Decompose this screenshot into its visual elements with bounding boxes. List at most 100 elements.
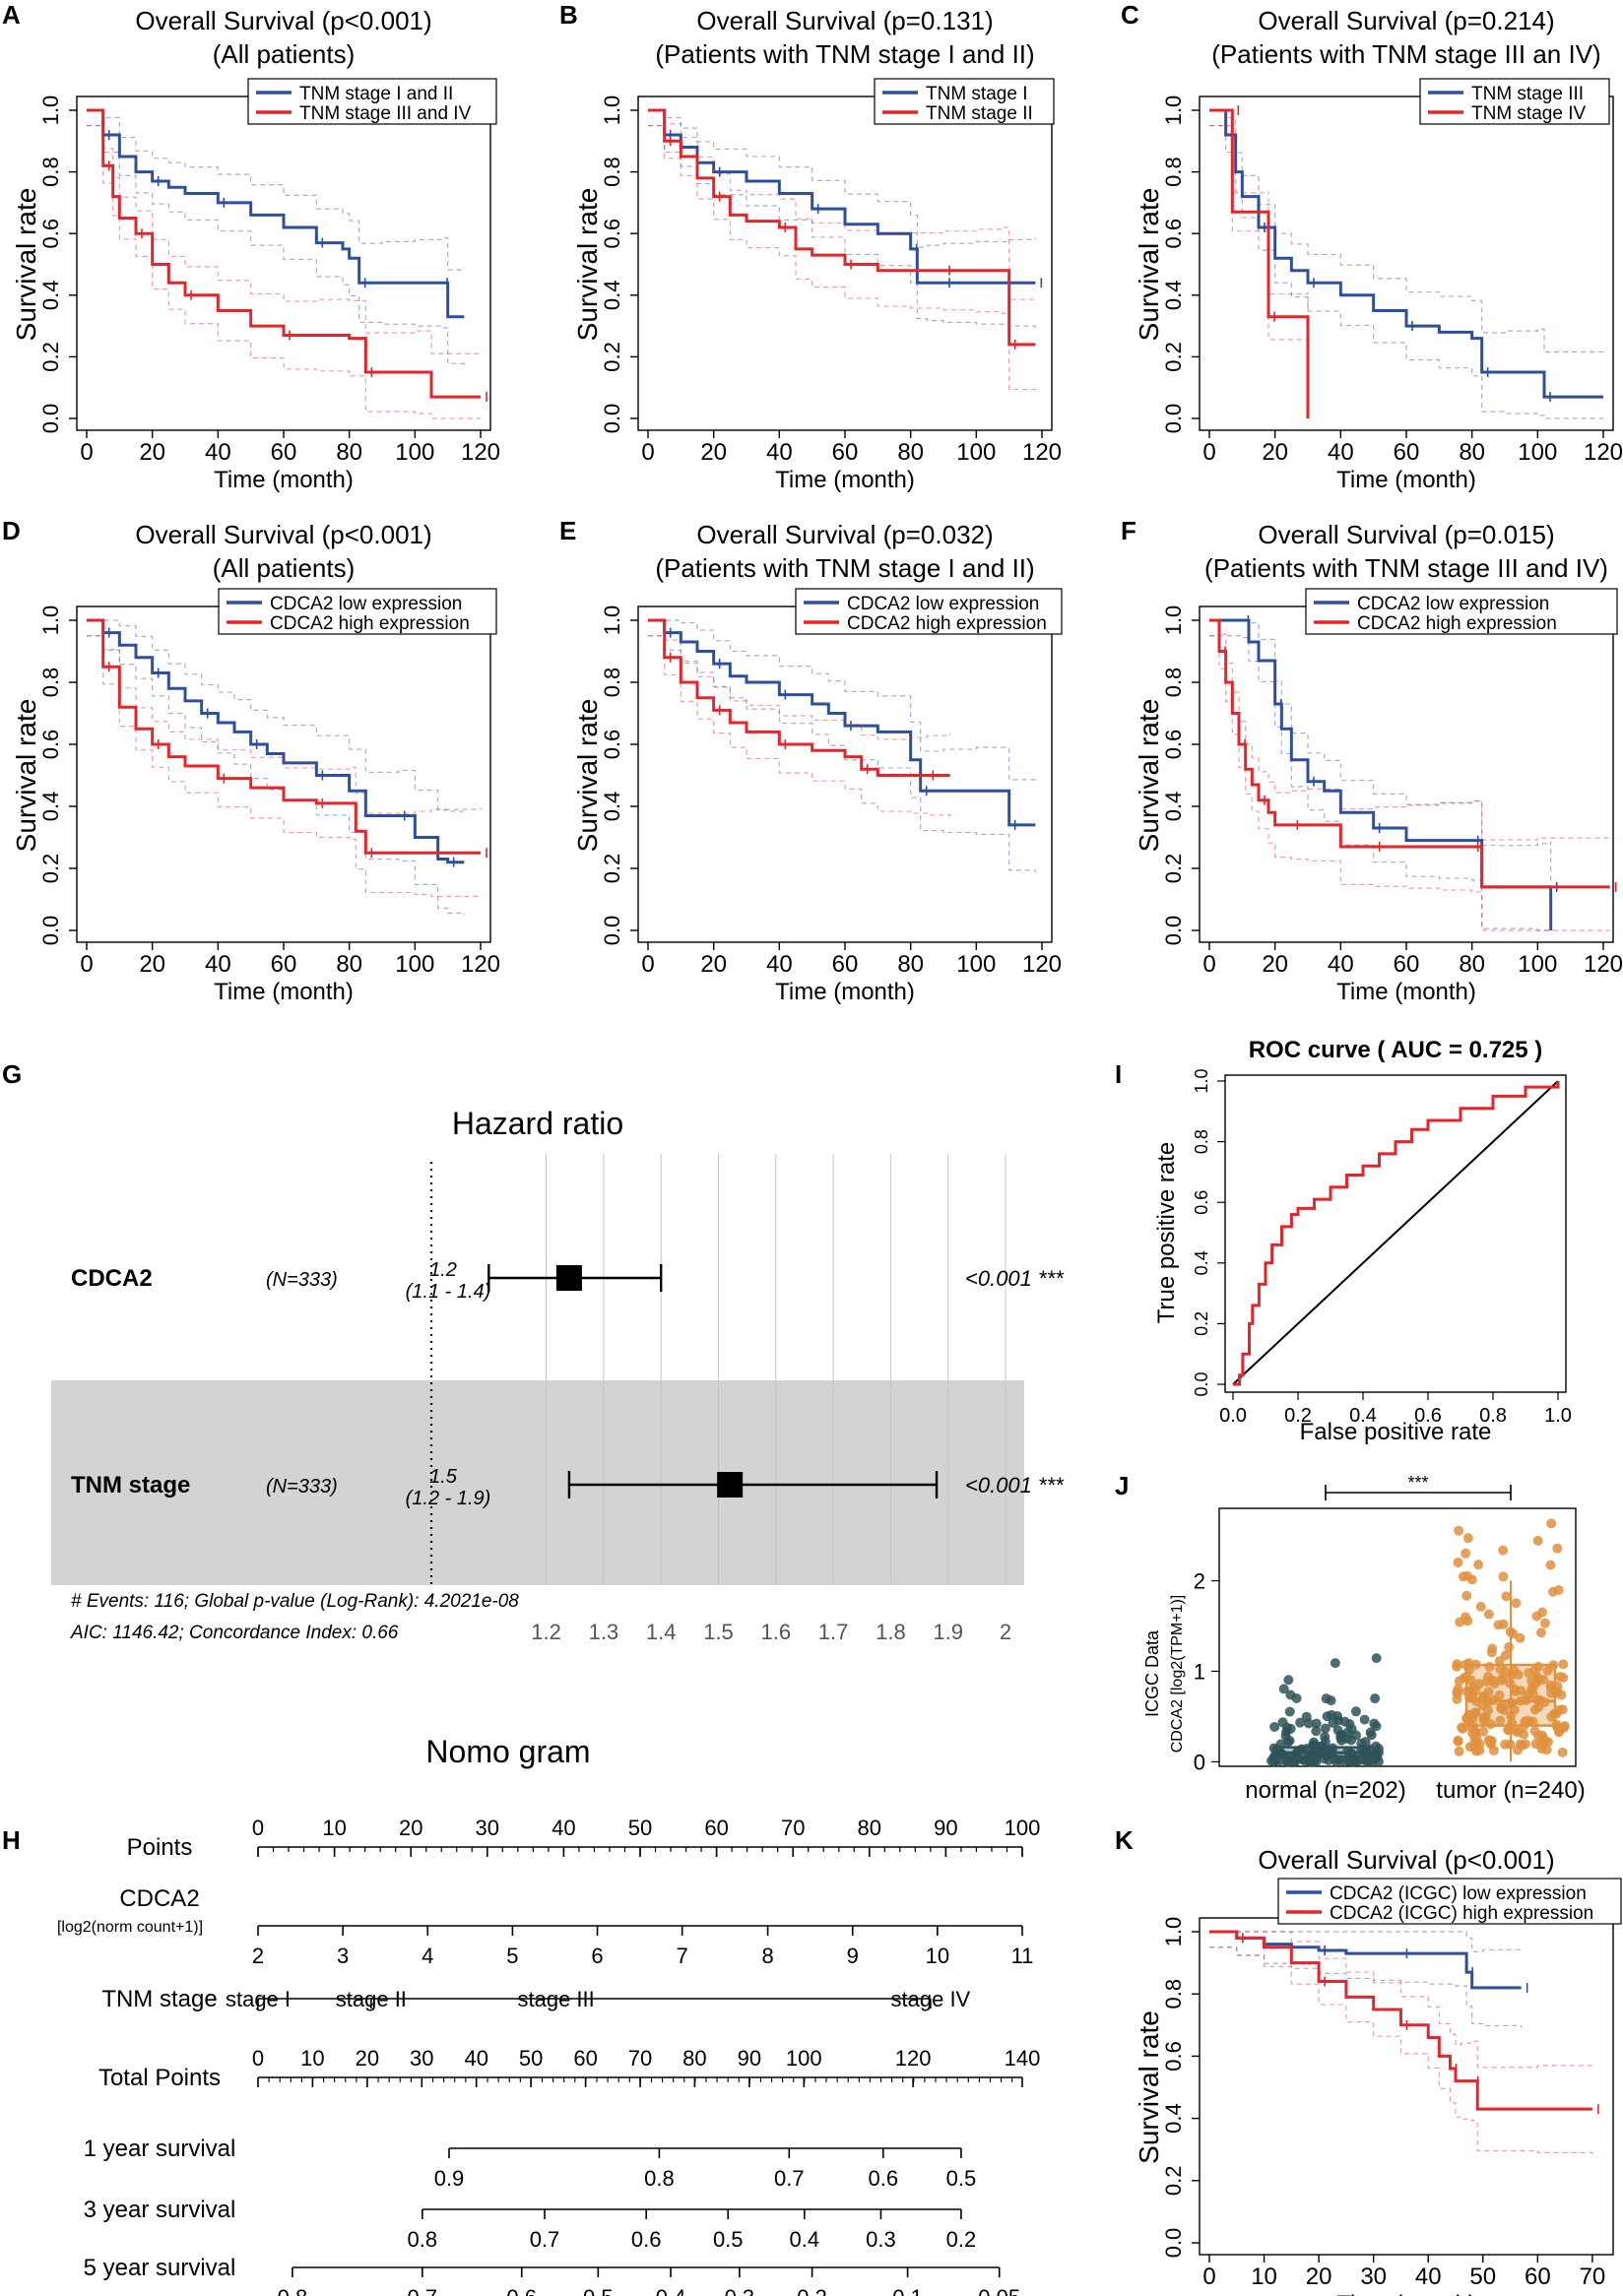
panel-letter-G: G — [2, 1059, 22, 1089]
x-tick-label: 100 — [395, 439, 434, 466]
legend-label: TNM stage IV — [1471, 103, 1586, 124]
panel-letter-K: K — [1115, 1825, 1134, 1855]
scale-tick-label: 0.3 — [866, 2227, 896, 2252]
panel-letter-D: D — [2, 516, 21, 545]
data-point — [1335, 1733, 1346, 1744]
scale-tick-label: 0.8 — [278, 2285, 308, 2296]
chart-title: Overall Survival (p=0.015) — [1258, 520, 1554, 549]
x-tick-label: 80 — [336, 951, 362, 978]
y-axis-label: Survival rate — [1134, 188, 1164, 342]
ci-upper-line — [87, 619, 465, 812]
ci-upper-line — [648, 619, 1036, 781]
y-tick-label: 0.4 — [1161, 2103, 1186, 2134]
legend-box — [1419, 78, 1610, 125]
data-point — [1281, 1756, 1292, 1767]
panel-letter-A: A — [2, 0, 21, 30]
scale-tick-label: 40 — [464, 2046, 487, 2071]
y-tick-label: 0.6 — [1161, 730, 1186, 760]
panel-C: Overall Survival (p=0.214) (Patients with… — [1134, 6, 1623, 493]
scale-tick-label: 20 — [356, 2046, 379, 2071]
scale-tick-label: stage II — [336, 1987, 407, 2011]
ci-lower-line — [1209, 1946, 1593, 2155]
panel-letter-I: I — [1115, 1059, 1122, 1089]
scale-tick-label: 5 — [506, 1944, 518, 1968]
data-point — [1356, 1738, 1367, 1749]
panel-letter-H: H — [2, 1825, 21, 1855]
survival-curve-2 — [87, 618, 481, 855]
data-point — [1366, 1730, 1377, 1741]
data-point — [1529, 1704, 1540, 1715]
x-tick-label: 20 — [700, 951, 727, 978]
x-tick-label: 80 — [1459, 951, 1485, 978]
data-point — [1359, 1714, 1370, 1725]
ci-upper-line — [87, 109, 482, 354]
scale-label: Points — [127, 1834, 193, 1861]
data-point — [1498, 1571, 1509, 1582]
data-point — [1557, 1747, 1568, 1757]
data-point — [1536, 1607, 1547, 1618]
scale-tick-label: 10 — [322, 1816, 346, 1840]
scale-tick-label: 120 — [895, 2046, 932, 2071]
data-point — [1532, 1731, 1543, 1742]
data-point — [1453, 1736, 1463, 1747]
ci-lower-line — [87, 125, 481, 419]
y-tick-label: 0.0 — [38, 916, 63, 946]
data-point — [1369, 1718, 1380, 1729]
scale-tick-label: 4 — [422, 1944, 433, 1968]
scale-tick-label: 0.5 — [713, 2227, 744, 2252]
y-tick-label: 0.6 — [38, 730, 63, 760]
scale-tick-label: 0.05 — [978, 2285, 1020, 2296]
data-point — [1494, 1656, 1505, 1667]
scale-label: TNM stage — [101, 1986, 217, 2012]
legend-label: TNM stage I and II — [299, 84, 453, 104]
y-tick-label: 0.4 — [600, 281, 624, 311]
ci-label: (1.2 - 1.9) — [406, 1488, 491, 1509]
x-axis-label: Time (month) — [1336, 979, 1476, 1005]
chart-title: Overall Survival (p=0.214) — [1258, 6, 1554, 35]
scale-tick-label: 100 — [786, 2046, 822, 2071]
y-axis-label: True positive rate — [1153, 1142, 1180, 1324]
ci-lower-line — [648, 635, 1036, 872]
x-axis-label: False positive rate — [1300, 1419, 1492, 1445]
x-tick-label: 80 — [897, 439, 924, 466]
data-point — [1371, 1741, 1382, 1752]
scale-tick-label: 100 — [1005, 1816, 1041, 1840]
scale-tick-label: stage I — [226, 1987, 291, 2011]
x-tick-label: 120 — [461, 439, 500, 466]
x-tick-label: 0.2 — [1284, 1405, 1312, 1427]
hr-label: 1.5 — [429, 1466, 458, 1488]
ci-upper-line — [1209, 1931, 1593, 2069]
x-tick-label: 100 — [395, 951, 434, 978]
chart-title: Hazard ratio — [452, 1106, 623, 1141]
scale-tick-label: 0.4 — [790, 2227, 820, 2252]
scale-label: CDCA2 — [119, 1885, 199, 1912]
data-point — [1461, 1590, 1472, 1601]
data-point — [1547, 1586, 1558, 1597]
x-tick-label: 0.4 — [1349, 1405, 1377, 1427]
scale-tick-label: 0.6 — [868, 2166, 898, 2191]
data-point — [1332, 1725, 1343, 1736]
scale-tick-label: 0.6 — [631, 2227, 662, 2252]
x-axis-label: Time (month) — [1336, 467, 1476, 493]
scale-tick-label: 80 — [858, 1816, 881, 1840]
survival-curve-2 — [1209, 618, 1610, 889]
diagonal-line — [1232, 1080, 1559, 1385]
footnote: AIC: 1146.42; Concordance Index: 0.66 — [70, 1623, 399, 1643]
x-tick-label: 1.5 — [703, 1620, 734, 1644]
x-tick-label: 1.4 — [646, 1620, 677, 1644]
scale-tick-label: 2 — [252, 1944, 264, 1968]
data-point — [1489, 1679, 1500, 1690]
scale-tick-label: 10 — [926, 1944, 949, 1968]
y-tick-label: 0.2 — [38, 854, 63, 884]
x-tick-label: 40 — [766, 951, 793, 978]
ci-lower-line — [648, 635, 951, 817]
scale-tick-label: 20 — [399, 1816, 422, 1840]
data-point — [1466, 1691, 1477, 1702]
data-point — [1457, 1722, 1467, 1733]
x-tick-label: 0 — [80, 439, 93, 466]
legend-label: CDCA2 high expression — [847, 613, 1047, 634]
scale-tick-label: 0.8 — [408, 2227, 438, 2252]
data-point — [1295, 1717, 1306, 1728]
scale-label: 1 year survival — [84, 2136, 236, 2162]
